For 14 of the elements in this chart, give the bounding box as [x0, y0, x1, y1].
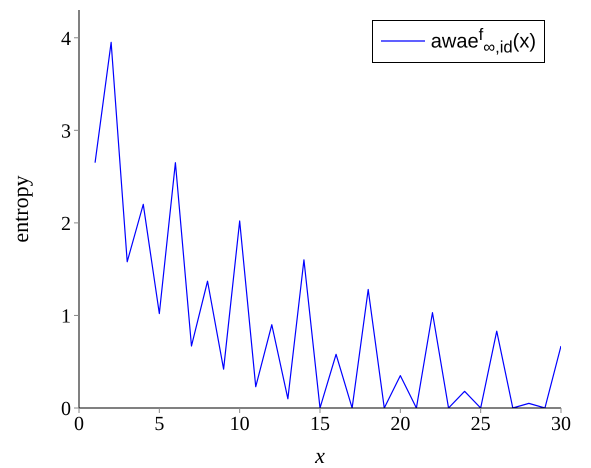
y-tick-label: 0	[61, 398, 71, 420]
x-tick-label: 5	[154, 413, 164, 436]
x-tick-label: 15	[310, 413, 330, 436]
legend-label: awae$^{f}$$_{∞,id}$(x)	[430, 25, 536, 58]
x-tick-label: 10	[230, 413, 250, 436]
x-tick-label: 20	[390, 413, 410, 436]
y-tick-label: 4	[61, 28, 71, 50]
x-tick-label: 30	[551, 413, 571, 436]
y-axis-title: entropy	[8, 175, 33, 243]
y-tick-label: 1	[61, 306, 71, 328]
x-tick-label: 25	[470, 413, 491, 436]
y-tick-label: 2	[61, 212, 71, 235]
x-axis-title: x	[314, 443, 326, 468]
y-tick-label: 3	[61, 120, 71, 142]
